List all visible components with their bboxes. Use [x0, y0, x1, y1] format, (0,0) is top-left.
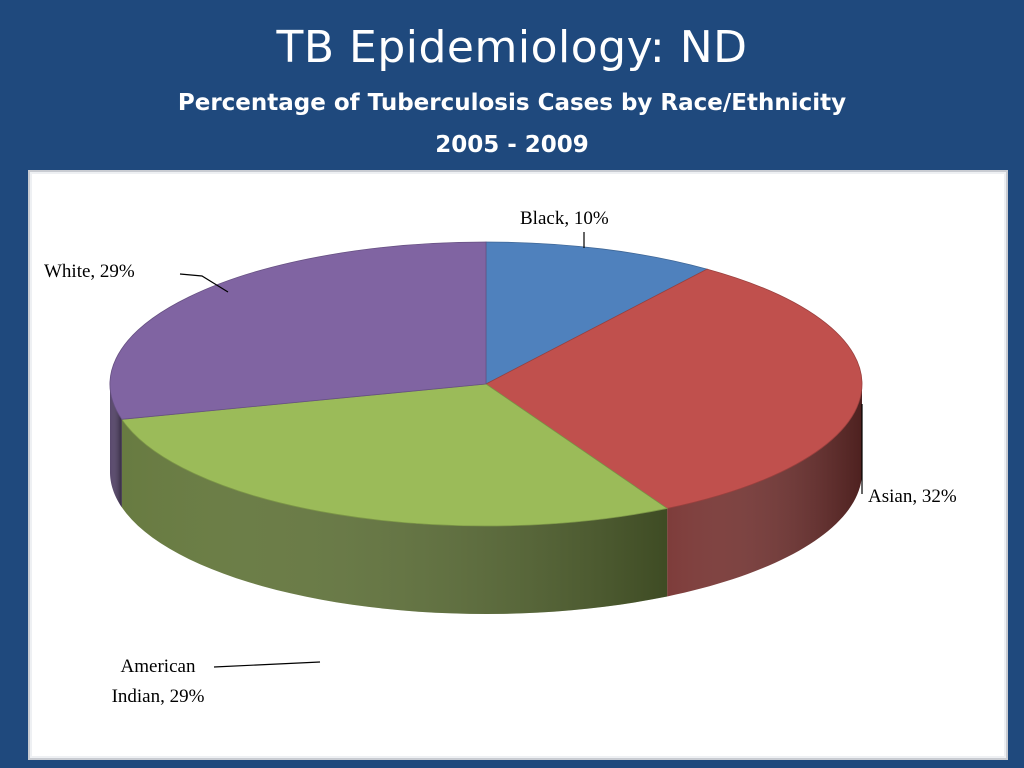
- pie-slice-white: [109, 241, 487, 420]
- data-label-american-indian: American Indian, 29%: [112, 656, 205, 707]
- data-label-black: Black, 10%: [520, 208, 609, 229]
- data-label-asian: Asian, 32%: [868, 486, 957, 507]
- leader-line-american-indian: [213, 661, 321, 668]
- pie-slice-american-indian: [121, 383, 669, 527]
- pie-slice-asian: [485, 268, 863, 509]
- pie-slice-black: [485, 241, 709, 385]
- chart-date-range: 2005 - 2009: [435, 132, 589, 158]
- chart-subtitle: Percentage of Tuberculosis Cases by Race…: [177, 90, 847, 116]
- leader-line-white: [179, 273, 229, 293]
- pie-side-shading-american-indian: [121, 419, 668, 614]
- pie-side-shading-asian: [667, 384, 862, 597]
- slide-title: TB Epidemiology: ND: [276, 22, 748, 73]
- data-label-white: White, 29%: [44, 261, 135, 282]
- chart-panel: Black, 10% Asian, 32% American Indian, 29% W…: [28, 170, 1008, 760]
- pie-chart: Black, 10% Asian, 32% American Indian, 29% W…: [44, 208, 957, 707]
